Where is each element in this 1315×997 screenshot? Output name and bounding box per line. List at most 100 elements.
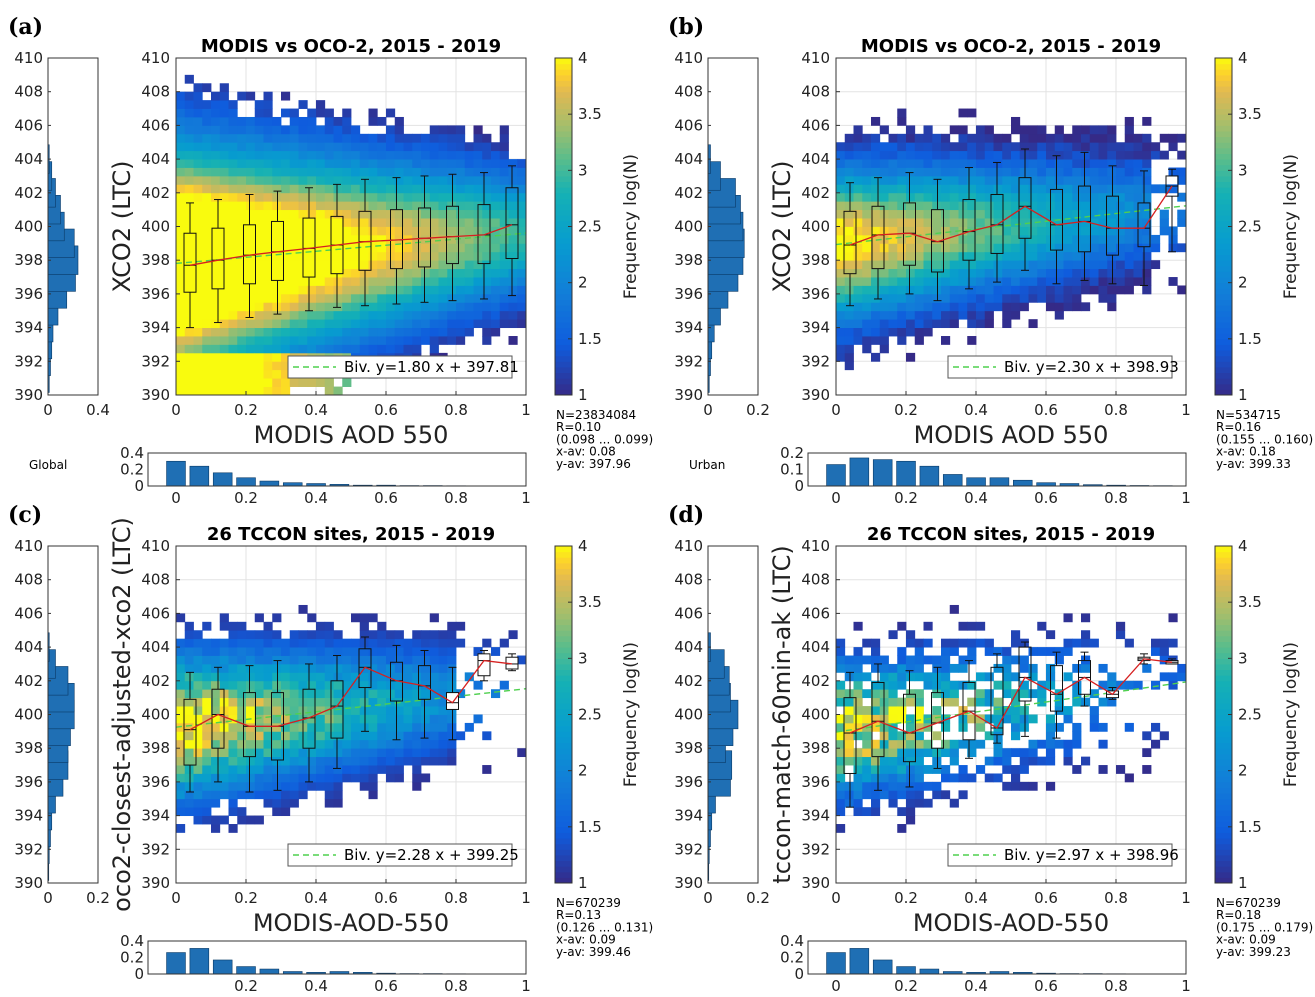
heatmap-cell <box>263 108 273 118</box>
heatmap-cell <box>1046 133 1056 143</box>
colorbar-segment <box>555 686 572 693</box>
heatmap-cell <box>879 336 889 345</box>
colorbar-segment <box>555 781 572 789</box>
heatmap-cell <box>1072 184 1082 194</box>
colorbar-segment <box>1215 725 1232 732</box>
heatmap-cell <box>289 722 299 732</box>
colorbar-segment <box>555 585 572 592</box>
heatmap-cell <box>447 133 457 143</box>
heatmap-cell <box>949 663 959 673</box>
heatmap-cell <box>897 133 907 143</box>
heatmap-cell <box>1133 243 1143 253</box>
heatmap-cell <box>906 697 916 707</box>
heatmap-cell <box>967 748 977 758</box>
heatmap-cell <box>202 125 212 135</box>
heatmap-cell <box>914 336 924 345</box>
side-hist-ytick-label: 402 <box>14 184 43 202</box>
heatmap-cell <box>958 765 968 774</box>
y-tick-label: 400 <box>141 706 170 724</box>
heatmap-cell <box>351 319 361 329</box>
side-hist-ytick-label: 404 <box>674 638 703 656</box>
heatmap-cell <box>862 209 872 219</box>
heatmap-cell <box>967 108 977 118</box>
heatmap-cell <box>412 201 422 211</box>
heatmap-cell <box>508 175 518 185</box>
heatmap-cell <box>421 133 431 143</box>
heatmap-cell <box>412 781 422 791</box>
heatmap-cell <box>333 184 343 194</box>
heatmap-cell <box>1054 243 1064 253</box>
heatmap-cell <box>1054 739 1064 749</box>
heatmap-cell <box>202 209 212 219</box>
heatmap-cell <box>176 260 186 270</box>
heatmap-cell <box>853 167 863 177</box>
heatmap-cell <box>976 167 986 177</box>
heatmap-cell <box>499 209 509 219</box>
heatmap-cell <box>1002 714 1012 724</box>
heatmap-cell <box>289 790 299 800</box>
heatmap-cell <box>482 638 492 648</box>
heatmap-cell <box>862 201 872 211</box>
heatmap-cell <box>394 201 404 211</box>
heatmap-cell <box>351 125 361 135</box>
heatmap-cell <box>491 268 501 278</box>
heatmap-cell <box>403 327 413 337</box>
heatmap-cell <box>438 251 448 261</box>
heatmap-cell <box>976 319 986 329</box>
heatmap-cell <box>298 781 308 791</box>
heatmap-cell <box>491 302 501 312</box>
heatmap-cell <box>281 672 291 682</box>
heatmap-cell <box>368 108 378 118</box>
colorbar-segment <box>555 568 572 575</box>
heatmap-cell <box>932 133 942 143</box>
heatmap-cell <box>984 133 994 143</box>
heatmap-cell <box>976 260 986 270</box>
heatmap-cell <box>464 293 474 303</box>
heatmap-cell <box>316 184 326 194</box>
x-tick-label: 0.4 <box>304 889 328 907</box>
heatmap-cell <box>316 175 326 185</box>
heatmap-cell <box>897 159 907 168</box>
heatmap-cell <box>871 268 881 278</box>
colorbar-segment <box>555 736 572 744</box>
heatmap-cell <box>263 369 273 379</box>
heatmap-cell <box>871 209 881 219</box>
heatmap-cell <box>193 697 203 707</box>
heatmap-cell <box>906 655 916 665</box>
heatmap-cell <box>263 327 273 337</box>
bottom-hist-bar <box>872 459 893 487</box>
heatmap-cell <box>193 680 203 690</box>
heatmap-cell <box>368 167 378 177</box>
heatmap-cell <box>949 748 959 758</box>
heatmap-cell <box>184 361 194 371</box>
heatmap-cell <box>1054 268 1064 278</box>
heatmap-cell <box>394 218 404 227</box>
heatmap-cell <box>211 714 221 724</box>
heatmap-cell <box>176 243 186 253</box>
heatmap-cell <box>281 251 291 261</box>
heatmap-cell <box>1142 150 1152 160</box>
heatmap-cell <box>906 260 916 270</box>
heatmap-cell <box>438 638 448 648</box>
heatmap-cell <box>932 319 942 329</box>
heatmap-cell <box>412 192 422 202</box>
heatmap-cell <box>473 260 483 270</box>
heatmap-cell <box>184 209 194 219</box>
side-hist-xtick-label: 0.4 <box>86 401 110 419</box>
heatmap-cell <box>906 243 916 253</box>
heatmap-cell <box>324 621 334 631</box>
heatmap-cell <box>844 218 854 227</box>
heatmap-cell <box>976 302 986 312</box>
heatmap-cell <box>228 756 238 766</box>
colorbar-tick-label: 1 <box>1238 386 1248 404</box>
heatmap-cell <box>246 302 256 312</box>
colorbar-segment <box>1215 579 1232 586</box>
heatmap-cell <box>228 638 238 648</box>
heatmap-cell <box>316 302 326 312</box>
heatmap-cell <box>888 277 898 286</box>
heatmap-cell <box>464 672 474 682</box>
heatmap-cell <box>421 201 431 211</box>
heatmap-cell <box>853 302 863 312</box>
colorbar-segment <box>1215 697 1232 704</box>
heatmap-cell <box>237 765 247 774</box>
